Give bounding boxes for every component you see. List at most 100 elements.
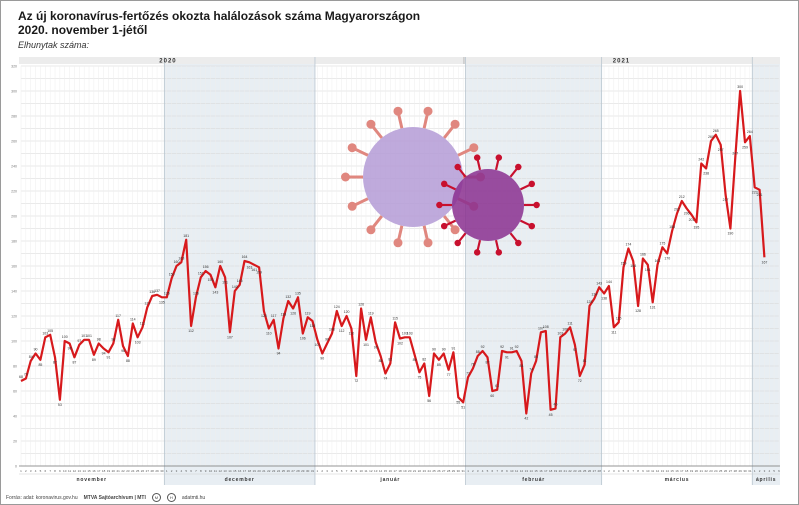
data-label: 135	[193, 291, 199, 295]
day-tick-label: 14	[82, 469, 86, 473]
day-tick-label: 6	[341, 469, 343, 473]
chart-title-line-2: 2020. november 1-jétől	[18, 23, 148, 37]
data-label: 89	[413, 358, 417, 362]
data-label: 103	[407, 331, 413, 335]
data-label: 88	[126, 359, 130, 363]
data-label: 70	[24, 373, 28, 377]
data-label: 143	[212, 290, 218, 294]
day-tick-label: 6	[778, 469, 780, 473]
data-label: 161	[251, 268, 257, 272]
day-tick-label: 15	[384, 469, 388, 473]
data-label: 46	[554, 403, 558, 407]
day-tick-label: 27	[291, 469, 295, 473]
data-label: 260	[708, 135, 714, 139]
data-label: 92	[481, 345, 485, 349]
day-tick-label: 28	[296, 469, 300, 473]
day-tick-label: 18	[248, 469, 252, 473]
day-tick-label: 2	[759, 469, 761, 473]
day-tick-label: 18	[398, 469, 402, 473]
day-tick-label: 1	[20, 469, 22, 473]
data-label: 120	[344, 310, 350, 314]
day-tick-label: 27	[146, 469, 150, 473]
day-tick-label: 24	[131, 469, 135, 473]
data-label: 97	[573, 348, 577, 352]
day-tick-label: 28	[734, 469, 738, 473]
y-tick-label: 20	[13, 440, 17, 444]
day-tick-label: 7	[195, 469, 197, 473]
day-tick-label: 27	[442, 469, 446, 473]
data-label: 101	[314, 343, 320, 347]
day-tick-label: 4	[768, 469, 770, 473]
day-tick-label: 31	[461, 469, 465, 473]
data-label: 74	[529, 368, 533, 372]
day-tick-label: 9	[642, 469, 644, 473]
data-label: 117	[115, 314, 121, 318]
day-tick-label: 9	[506, 469, 508, 473]
day-tick-label: 31	[748, 469, 752, 473]
day-tick-label: 21	[700, 469, 704, 473]
day-tick-label: 2	[321, 469, 323, 473]
data-label: 190	[727, 232, 733, 236]
day-tick-label: 31	[311, 469, 315, 473]
day-tick-label: 21	[117, 469, 121, 473]
day-tick-label: 12	[520, 469, 524, 473]
data-label: 82	[422, 358, 426, 362]
day-tick-label: 20	[112, 469, 116, 473]
data-label: 106	[329, 328, 335, 332]
day-tick-label: 23	[272, 469, 276, 473]
data-label: 212	[679, 195, 685, 199]
day-tick-label: 21	[413, 469, 417, 473]
day-tick-label: 16	[539, 469, 543, 473]
day-tick-label: 17	[680, 469, 684, 473]
credit-note: MTVA Sajtóarchívum | MTI	[83, 494, 146, 501]
day-tick-label: 17	[97, 469, 101, 473]
y-axis-label: Elhunytak száma:	[18, 40, 90, 50]
day-tick-label: 22	[121, 469, 125, 473]
day-tick-label: 10	[646, 469, 650, 473]
day-tick-label: 13	[661, 469, 665, 473]
data-label: 107	[227, 335, 233, 339]
data-label: 111	[567, 321, 572, 325]
data-label: 111	[611, 330, 616, 334]
data-label: 166	[640, 253, 646, 257]
day-tick-label: 26	[287, 469, 291, 473]
data-label: 82	[388, 358, 392, 362]
data-label: 144	[606, 280, 612, 284]
day-tick-label: 17	[544, 469, 548, 473]
day-tick-label: 28	[598, 469, 602, 473]
day-tick-label: 11	[515, 469, 518, 473]
day-tick-label: 8	[351, 469, 353, 473]
day-tick-label: 9	[355, 469, 357, 473]
data-label: 87	[486, 360, 490, 364]
y-tick-label: 0	[15, 465, 17, 469]
day-tick-label: 15	[233, 469, 237, 473]
data-label: 127	[144, 301, 150, 305]
day-tick-label: 14	[228, 469, 232, 473]
day-tick-label: 3	[764, 469, 766, 473]
data-label: 134	[591, 293, 597, 297]
data-label: 119	[305, 311, 311, 315]
y-tick-label: 220	[11, 190, 17, 194]
data-label: 97	[77, 339, 81, 343]
data-label: 74	[383, 377, 387, 381]
day-tick-label: 21	[262, 469, 266, 473]
day-tick-label: 20	[257, 469, 261, 473]
day-tick-label: 13	[374, 469, 378, 473]
data-label: 153	[208, 278, 214, 282]
data-label: 160	[174, 260, 180, 264]
day-tick-label: 16	[389, 469, 393, 473]
day-tick-label: 11	[214, 469, 217, 473]
data-label: 223	[752, 190, 758, 194]
data-label: 164	[242, 255, 248, 259]
data-label: 92	[500, 345, 504, 349]
data-label: 61	[495, 384, 499, 388]
y-tick-label: 240	[11, 165, 17, 169]
data-label: 110	[266, 332, 272, 336]
day-tick-label: 19	[107, 469, 111, 473]
data-label: 101	[81, 334, 87, 338]
month-label-5: március	[665, 477, 690, 483]
day-tick-label: 19	[253, 469, 257, 473]
data-label: 264	[747, 130, 753, 134]
data-label: 88	[476, 350, 480, 354]
